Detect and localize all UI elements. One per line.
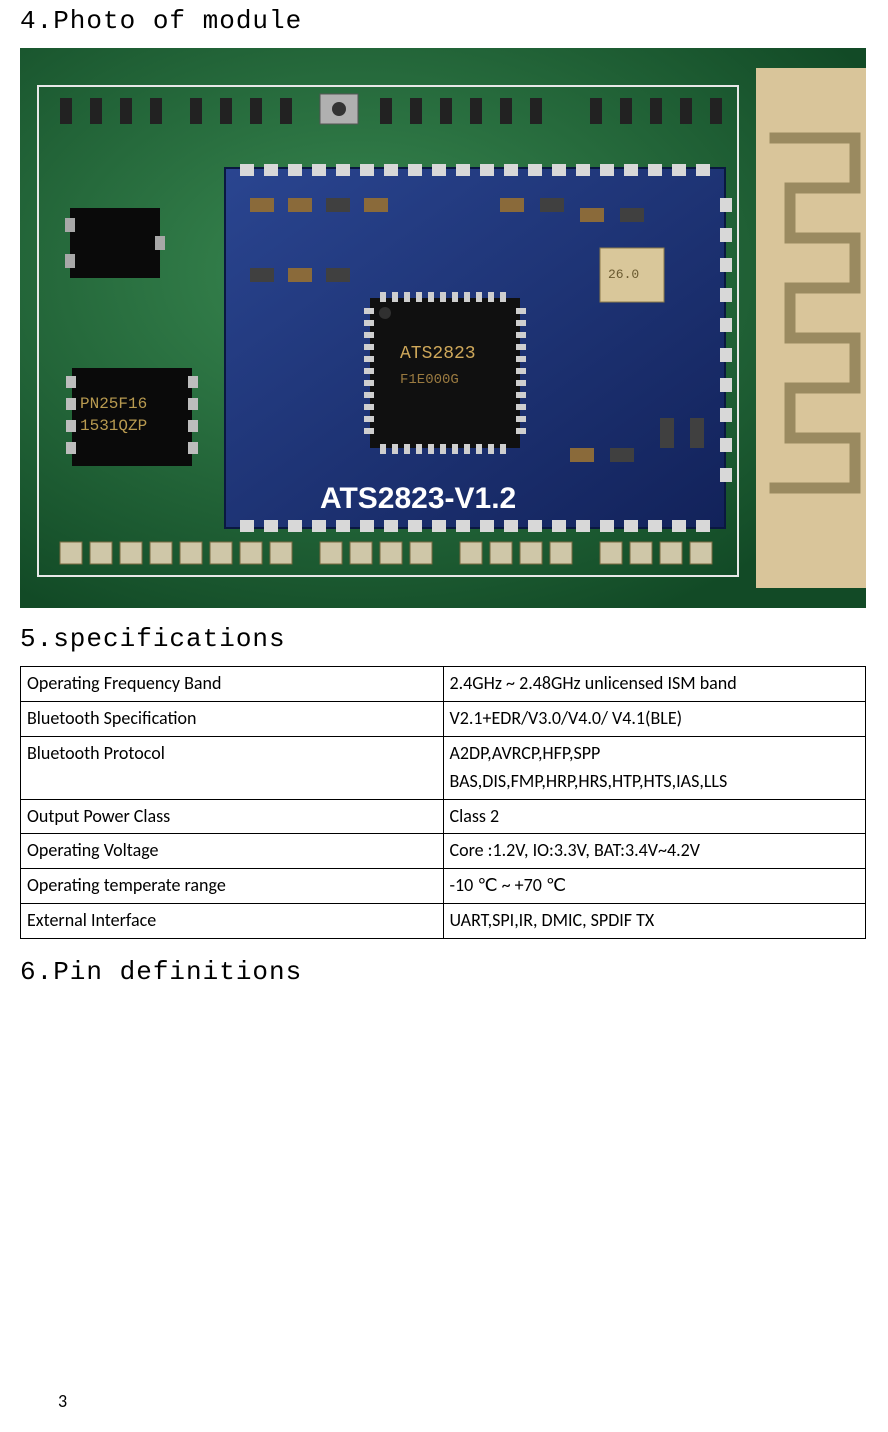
table-row: External InterfaceUART,SPI,IR, DMIC, SPD… bbox=[21, 904, 866, 939]
module-photo-svg: PN25F16 1531QZP 26.0 bbox=[20, 48, 866, 608]
table-row: Operating VoltageCore :1.2V, IO:3.3V, BA… bbox=[21, 834, 866, 869]
spec-value: Class 2 bbox=[443, 799, 866, 834]
spec-label: Output Power Class bbox=[21, 799, 444, 834]
module-photo: PN25F16 1531QZP 26.0 bbox=[20, 48, 866, 608]
spec-label: Bluetooth Specification bbox=[21, 701, 444, 736]
heading-specifications: 5.specifications bbox=[20, 624, 868, 654]
svg-text:1531QZP: 1531QZP bbox=[80, 417, 147, 435]
spec-value: A2DP,AVRCP,HFP,SPPBAS,DIS,FMP,HRP,HRS,HT… bbox=[443, 736, 866, 799]
heading-pin-definitions: 6.Pin definitions bbox=[20, 957, 868, 987]
table-row: Operating Frequency Band2.4GHz ~ 2.48GHz… bbox=[21, 667, 866, 702]
spec-value: UART,SPI,IR, DMIC, SPDIF TX bbox=[443, 904, 866, 939]
specifications-table: Operating Frequency Band2.4GHz ~ 2.48GHz… bbox=[20, 666, 866, 939]
spec-value: 2.4GHz ~ 2.48GHz unlicensed ISM band bbox=[443, 667, 866, 702]
svg-text:F1E000G: F1E000G bbox=[400, 372, 459, 388]
table-row: Bluetooth ProtocolA2DP,AVRCP,HFP,SPPBAS,… bbox=[21, 736, 866, 799]
module-silk-label: ATS2823-V1.2 bbox=[320, 482, 516, 515]
spec-value: Core :1.2V, IO:3.3V, BAT:3.4V~4.2V bbox=[443, 834, 866, 869]
spec-label: Bluetooth Protocol bbox=[21, 736, 444, 799]
svg-text:26.0: 26.0 bbox=[608, 267, 639, 282]
table-row: Operating temperate range-10 ℃ ~ +70 ℃ bbox=[21, 869, 866, 904]
spec-value: V2.1+EDR/V3.0/V4.0/ V4.1(BLE) bbox=[443, 701, 866, 736]
table-row: Output Power ClassClass 2 bbox=[21, 799, 866, 834]
spec-label: External Interface bbox=[21, 904, 444, 939]
spec-label: Operating Voltage bbox=[21, 834, 444, 869]
page-number: 3 bbox=[58, 1390, 67, 1412]
spec-label: Operating temperate range bbox=[21, 869, 444, 904]
svg-text:ATS2823: ATS2823 bbox=[400, 344, 476, 364]
table-row: Bluetooth SpecificationV2.1+EDR/V3.0/V4.… bbox=[21, 701, 866, 736]
svg-text:PN25F16: PN25F16 bbox=[80, 395, 147, 413]
spec-label: Operating Frequency Band bbox=[21, 667, 444, 702]
spec-value: -10 ℃ ~ +70 ℃ bbox=[443, 869, 866, 904]
heading-photo: 4.Photo of module bbox=[20, 6, 868, 36]
